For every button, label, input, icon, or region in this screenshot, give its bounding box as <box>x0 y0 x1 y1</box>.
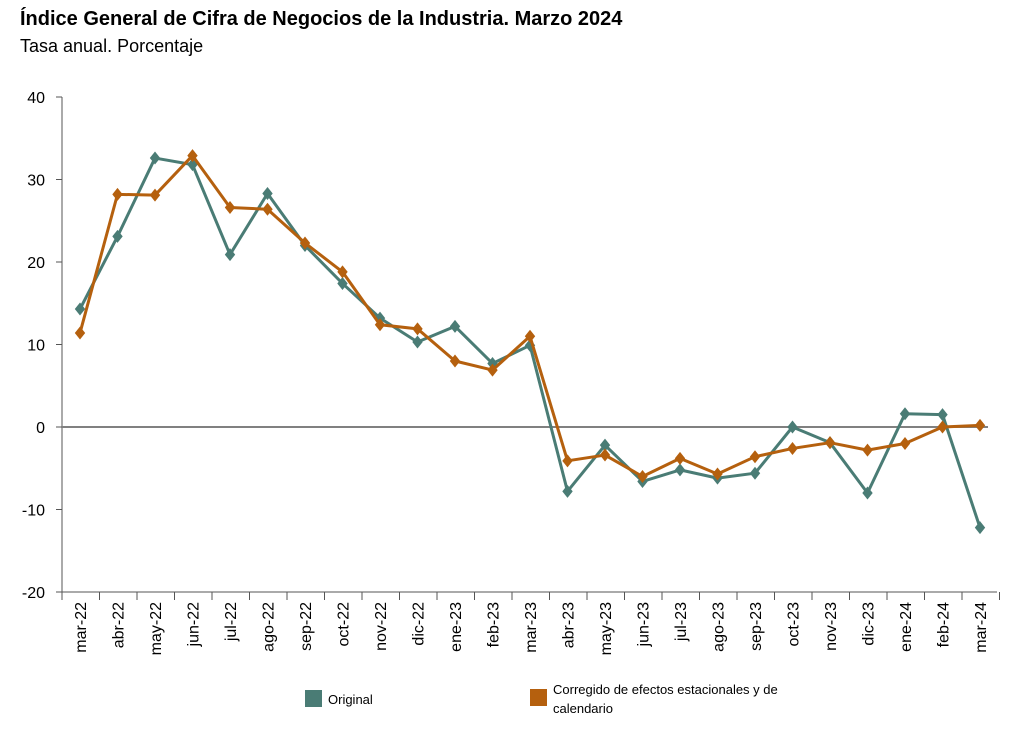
y-tick-label: 20 <box>27 255 45 272</box>
x-tick-label: may-23 <box>598 602 615 655</box>
x-tick-label: mar-22 <box>73 602 90 653</box>
x-tick-label: oct-23 <box>786 602 803 647</box>
x-tick-label: mar-23 <box>523 602 540 653</box>
data-point-original <box>149 151 161 165</box>
data-point-original <box>974 521 986 535</box>
data-point-original <box>562 484 573 498</box>
x-tick-label: sep-22 <box>298 602 315 651</box>
data-point-corrected <box>74 326 86 340</box>
data-point-corrected <box>712 467 723 481</box>
data-point-corrected <box>262 202 273 216</box>
data-point-original <box>224 248 236 262</box>
data-point-original <box>599 438 611 452</box>
data-point-corrected <box>562 454 573 468</box>
data-point-corrected <box>674 451 686 465</box>
y-tick-label: 30 <box>27 173 45 190</box>
data-point-corrected <box>749 450 761 464</box>
series-corrected <box>74 149 986 483</box>
chart-title: Índice General de Cifra de Negocios de l… <box>20 8 623 30</box>
y-tick-label: 10 <box>27 338 45 355</box>
data-point-corrected <box>187 149 198 163</box>
x-tick-label: dic-22 <box>411 602 428 646</box>
series-line-corrected <box>78 154 981 478</box>
x-tick-label: ene-24 <box>898 602 915 652</box>
x-tick-label: jul-22 <box>223 602 240 642</box>
data-point-corrected <box>374 318 386 332</box>
x-tick-label: sep-23 <box>748 602 765 651</box>
data-point-corrected <box>412 322 423 336</box>
data-point-corrected <box>299 236 311 250</box>
legend-swatch-original <box>305 690 322 707</box>
data-point-original <box>337 276 348 290</box>
data-point-corrected <box>637 470 648 483</box>
x-tick-label: feb-23 <box>486 602 503 647</box>
legend-item-corrected: Corregido de efectos estacionales y de c… <box>530 680 793 718</box>
data-point-original <box>112 229 123 243</box>
x-tick-label: ago-22 <box>261 602 278 652</box>
data-point-corrected <box>487 363 498 377</box>
data-point-original <box>937 408 948 422</box>
x-tick-label: mar-24 <box>973 602 990 653</box>
data-point-corrected <box>899 437 911 450</box>
data-point-original <box>187 158 198 172</box>
y-tick-label: -10 <box>22 503 45 520</box>
data-point-corrected <box>524 329 536 343</box>
data-point-corrected <box>112 187 123 201</box>
x-tick-label: jul-23 <box>673 602 690 642</box>
y-tick-label: 40 <box>27 90 45 107</box>
x-tick-label: dic-23 <box>861 602 878 646</box>
x-tick-label: jun-23 <box>636 602 653 648</box>
data-point-corrected <box>862 443 873 457</box>
x-tick-label: nov-23 <box>823 602 840 651</box>
series-original <box>74 151 986 535</box>
legend-label-original: Original <box>328 692 373 707</box>
x-tick-label: jun-22 <box>186 602 203 648</box>
data-point-original <box>262 187 273 201</box>
data-point-original <box>674 463 686 477</box>
data-point-original <box>787 420 798 434</box>
y-axis-ticks: 40 30 20 10 0 -10 -20 <box>22 90 62 602</box>
x-tick-label: ene-23 <box>448 602 465 652</box>
data-point-corrected <box>599 448 611 462</box>
legend-swatch-corrected <box>530 689 547 706</box>
x-tick-label: abr-23 <box>561 602 578 648</box>
data-point-corrected <box>224 201 236 215</box>
legend-item-original: Original <box>305 690 373 709</box>
data-point-original <box>74 302 86 316</box>
data-point-corrected <box>449 354 461 368</box>
x-tick-label: oct-22 <box>336 602 353 647</box>
chart-subtitle: Tasa anual. Porcentaje <box>20 36 204 56</box>
data-point-original <box>862 486 873 500</box>
x-tick-label: nov-22 <box>373 602 390 651</box>
data-point-original <box>749 466 761 480</box>
y-tick-label: -20 <box>22 585 45 602</box>
x-tick-label: abr-22 <box>111 602 128 648</box>
data-point-corrected <box>787 441 798 455</box>
data-point-corrected <box>974 418 986 432</box>
data-point-original <box>899 407 911 421</box>
data-point-original <box>412 335 423 349</box>
x-tick-label: feb-24 <box>936 602 953 647</box>
data-point-original <box>449 319 461 333</box>
chart-series <box>74 149 986 535</box>
data-point-corrected <box>149 188 161 202</box>
data-point-corrected <box>337 265 348 279</box>
x-tick-label: may-22 <box>148 602 165 655</box>
data-point-corrected <box>937 420 948 434</box>
x-axis-ticks: mar-22 abr-22 may-22 jun-22 jul-22 ago-22 sep-… <box>61 592 1000 655</box>
legend-label-corrected: Corregido de efectos estacionales y de c… <box>553 682 778 716</box>
data-point-corrected <box>824 436 836 450</box>
y-tick-label: 0 <box>36 420 45 437</box>
x-tick-label: ago-23 <box>711 602 728 652</box>
